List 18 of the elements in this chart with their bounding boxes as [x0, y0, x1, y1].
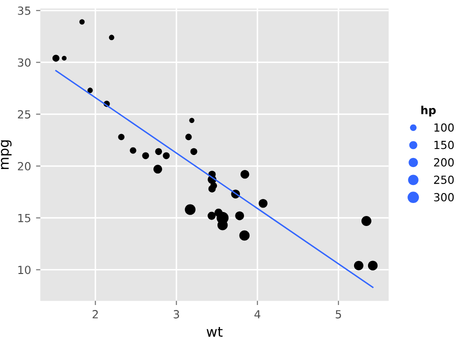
legend-label: 100	[434, 123, 454, 132]
y-axis-title: mpg	[0, 140, 12, 169]
legend-title: hp	[421, 106, 436, 116]
y-tick-label: 10	[18, 266, 31, 274]
x-tick-label: 3	[174, 310, 180, 318]
legend-label: 200	[434, 158, 454, 167]
x-tick-label: 4	[254, 310, 260, 318]
x-tick-label: 2	[92, 310, 98, 318]
y-tick-label: 35	[18, 6, 30, 15]
x-tick-label: 5	[336, 310, 342, 318]
y-tick-label: 15	[18, 214, 30, 222]
legend-label: 250	[434, 176, 454, 184]
legend-label: 300	[434, 193, 454, 202]
y-tick-label: 20	[18, 162, 31, 170]
x-axis-title: wt	[206, 326, 223, 337]
legend-label: 150	[434, 140, 454, 150]
y-tick-label: 30	[18, 58, 31, 67]
y-tick-label: 25	[18, 110, 30, 119]
